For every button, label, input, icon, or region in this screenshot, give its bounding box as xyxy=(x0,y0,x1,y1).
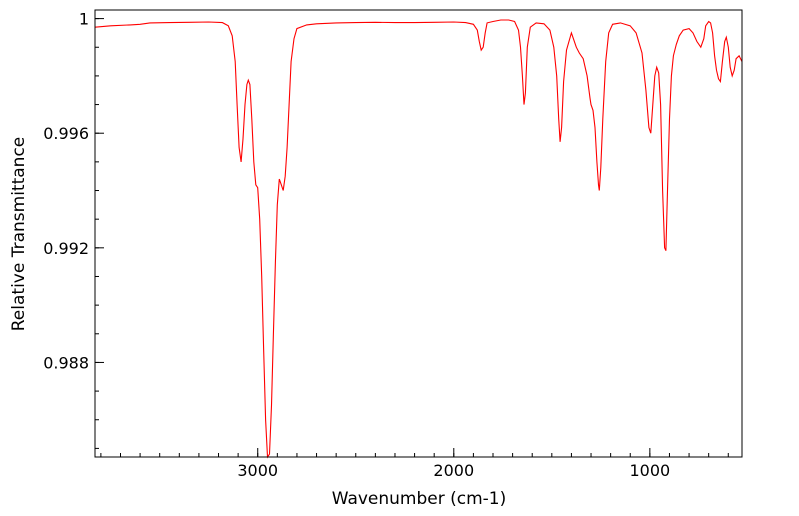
y-tick-label: 1 xyxy=(79,10,89,29)
y-tick-label: 0.996 xyxy=(43,124,89,143)
x-tick-labels: 3000 2000 1000 xyxy=(237,461,670,480)
x-tick-label: 1000 xyxy=(629,461,670,480)
plot-area-frame xyxy=(94,9,743,458)
y-tick-label: 0.992 xyxy=(43,239,89,258)
x-tick-label: 3000 xyxy=(237,461,278,480)
x-tick-label: 2000 xyxy=(433,461,474,480)
y-axis-label: Relative Transmittance xyxy=(9,137,29,332)
y-tick-labels: 1 0.996 0.992 0.988 xyxy=(43,10,89,373)
tick-marks xyxy=(95,18,729,457)
series-line xyxy=(94,19,743,459)
y-tick-label: 0.988 xyxy=(43,353,89,372)
x-axis-label: Wavenumber (cm-1) xyxy=(332,489,507,509)
